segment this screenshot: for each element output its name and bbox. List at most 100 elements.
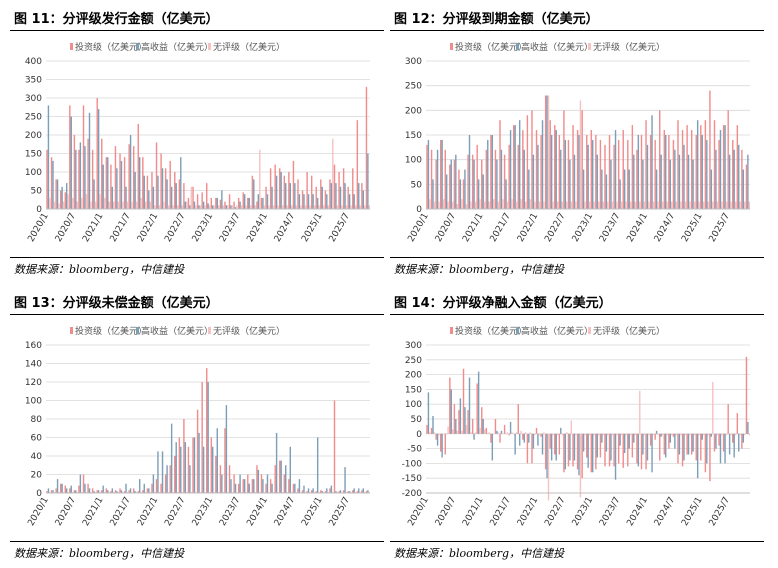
bar xyxy=(496,430,498,434)
bar xyxy=(274,465,276,493)
bar xyxy=(148,190,150,209)
bar xyxy=(627,139,629,209)
bar xyxy=(313,205,316,209)
bar xyxy=(663,130,666,209)
bar xyxy=(709,90,711,209)
bar xyxy=(271,483,273,493)
y-tick-label: 120 xyxy=(25,378,42,388)
x-tick-label: 2024/7 xyxy=(653,212,677,244)
bar xyxy=(79,474,82,493)
bar xyxy=(316,437,319,493)
bar xyxy=(597,433,600,436)
bar xyxy=(704,120,707,209)
bar xyxy=(572,433,574,467)
bar xyxy=(523,149,525,209)
bar xyxy=(274,164,276,209)
bar xyxy=(645,120,647,209)
bar xyxy=(710,433,713,437)
bar xyxy=(696,120,699,209)
bar xyxy=(330,485,333,493)
bar xyxy=(332,138,334,209)
bar xyxy=(303,194,305,209)
bar xyxy=(433,432,436,434)
bar xyxy=(93,179,95,209)
bar-chart-fig13: 投资级（亿美元）高收益（亿美元） 无评级（亿美元） 0 20 40 60 80 100 120 1… xyxy=(25,325,370,528)
bar xyxy=(476,144,478,209)
bar xyxy=(208,205,211,209)
bar xyxy=(476,383,478,434)
bar xyxy=(248,197,250,209)
bar xyxy=(554,433,556,455)
bar xyxy=(555,433,557,461)
source-rule xyxy=(10,541,384,542)
bar xyxy=(198,205,200,209)
bar xyxy=(247,197,249,209)
bar xyxy=(470,201,472,209)
bar xyxy=(692,433,694,452)
bar xyxy=(578,135,580,209)
bar xyxy=(586,433,588,458)
bar xyxy=(566,201,568,209)
title-rule xyxy=(10,30,384,31)
bar xyxy=(344,467,346,493)
bar xyxy=(599,433,602,458)
bar xyxy=(102,164,104,209)
bar xyxy=(217,205,220,209)
bar xyxy=(50,157,53,209)
bar xyxy=(157,175,159,209)
bar xyxy=(310,490,313,493)
bar xyxy=(339,186,342,209)
bar xyxy=(494,419,497,434)
bar xyxy=(485,149,488,209)
y-tick-label: 140 xyxy=(25,360,42,370)
bar xyxy=(623,169,626,209)
bar xyxy=(544,95,547,209)
bar xyxy=(508,144,510,209)
bar xyxy=(283,175,286,209)
bar xyxy=(257,469,260,494)
bar xyxy=(722,125,725,209)
bar xyxy=(513,125,515,209)
y-tick-label: 100 xyxy=(405,156,422,166)
bar xyxy=(170,186,173,209)
x-tick-label: 2022/7 xyxy=(543,212,567,244)
bar xyxy=(137,491,139,493)
bar xyxy=(99,194,101,209)
bar xyxy=(111,186,114,209)
bar xyxy=(556,201,559,209)
x-tick-label: 2021/1 xyxy=(81,212,105,244)
bar xyxy=(547,433,550,501)
bar xyxy=(277,205,279,209)
y-tick-label: 50 xyxy=(411,180,423,190)
bar xyxy=(243,194,246,209)
bar xyxy=(482,419,484,434)
bar xyxy=(256,201,258,209)
bar xyxy=(180,446,182,493)
bar xyxy=(312,194,314,209)
bar xyxy=(294,483,296,493)
bar xyxy=(265,483,267,493)
bar xyxy=(639,390,641,434)
bar xyxy=(297,179,299,209)
bar xyxy=(291,205,293,209)
y-tick-label: 60 xyxy=(31,434,43,444)
bar xyxy=(315,491,317,493)
bar xyxy=(467,154,469,209)
bar xyxy=(120,490,123,493)
bar xyxy=(356,120,359,209)
bar xyxy=(178,437,181,493)
bar xyxy=(310,175,313,209)
bar xyxy=(601,433,603,443)
bar xyxy=(207,382,209,493)
bar xyxy=(49,197,51,209)
bar xyxy=(479,427,481,434)
bar xyxy=(651,115,653,209)
bar xyxy=(602,433,604,436)
bar xyxy=(436,149,439,209)
bar xyxy=(67,194,69,209)
source-rule xyxy=(390,257,764,258)
bar xyxy=(161,451,164,494)
bar xyxy=(70,116,72,209)
bar xyxy=(561,201,563,209)
bar xyxy=(508,433,510,436)
